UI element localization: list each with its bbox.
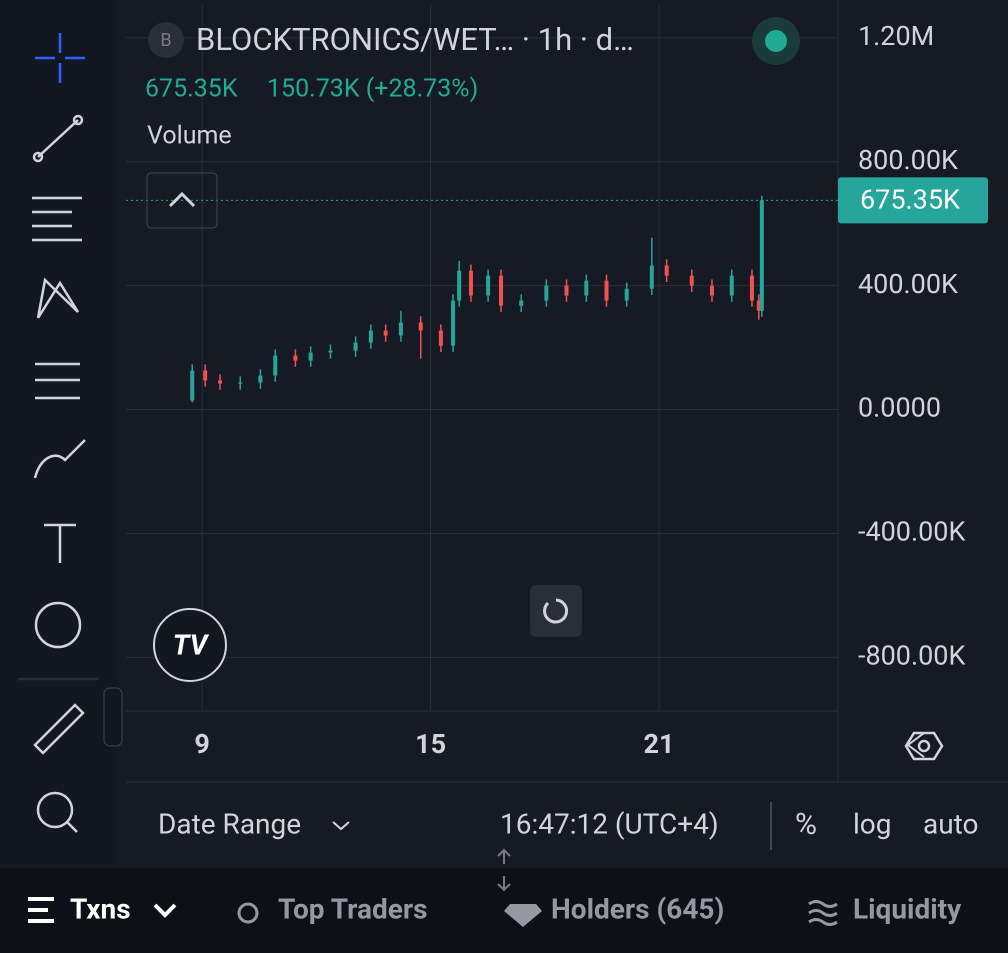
candle-body [709,285,714,296]
emoji-tool[interactable] [34,601,82,649]
candle-body [468,270,473,296]
clock: 16:47:12 (UTC+4) [500,807,719,840]
auto-toggle[interactable]: auto [923,807,979,840]
y-tick-label: -400.00K [858,516,965,548]
logo[interactable] [153,608,227,682]
svg-text:TV: TV [173,628,210,661]
candle-body [368,330,373,343]
x-tick-label: 21 [644,728,675,760]
candle-body [604,280,609,301]
candle-body [544,285,549,301]
candle-body [649,265,654,289]
y-tick-label: -800.00K [858,639,965,671]
legend-change: 150.73K (+28.73%) [267,75,478,104]
candle-body [258,375,263,383]
fib-tool[interactable] [32,196,82,242]
measure-tool[interactable] [35,362,80,400]
candle-body [398,322,403,336]
log-toggle[interactable]: log [853,807,892,840]
tab[interactable]: Liquidity [853,892,962,925]
collapse-button[interactable] [146,172,218,229]
reset-button[interactable] [530,585,582,637]
candle-body [584,280,589,296]
legend-last: 675.35K [145,75,238,104]
x-tick-label: 15 [415,728,446,760]
percent-toggle[interactable]: % [795,807,817,842]
candle-body [438,330,443,346]
brush-tool[interactable] [33,439,86,479]
candle-body [759,200,764,311]
ruler-tool[interactable] [33,703,85,755]
settings-button[interactable] [904,731,944,761]
candle-body [664,265,669,276]
symbol[interactable]: BLOCKTRONICS/WET… · 1h · d… [196,21,634,58]
y-tick-label: 800.00K [858,144,958,176]
toolbar-toggle[interactable] [103,687,123,747]
tab[interactable]: Holders (645) [551,892,724,925]
candle-body [353,342,358,351]
candle-body [451,300,456,346]
candle-body [328,350,333,353]
tab[interactable]: Top Traders [278,892,428,925]
last-price-tag [838,177,988,224]
candle-body [624,288,629,301]
candle-body [203,370,208,381]
last-price-label: 675.35K [860,183,960,215]
tool-icons [18,33,98,833]
candle-body [238,382,243,384]
candle-body [499,275,504,306]
chart-panel [126,0,1008,865]
candle-body [756,300,761,311]
candle-body [218,380,223,384]
date-range[interactable]: Date Range [158,807,301,840]
text-tool[interactable] [44,523,76,563]
toolbar [0,0,117,865]
zoom-tool[interactable] [36,791,74,829]
pattern-tool[interactable] [36,277,80,319]
study-label: Volume [147,122,232,151]
candle-body [457,270,462,301]
candle-body [293,355,298,361]
candle-body [190,370,195,401]
y-tick-label: 400.00K [858,268,958,300]
candle-body [564,285,569,296]
candle-body [729,275,734,296]
badge-bg [148,22,184,58]
x-tick-label: 9 [194,728,210,760]
line-tool[interactable] [37,119,79,158]
candle-body [383,330,388,336]
tab[interactable]: Txns [70,892,131,925]
candle-body [749,275,754,301]
candle-body [689,275,694,286]
y-tick-label: 0.0000 [858,392,941,424]
candle-body [418,322,423,331]
y-tick-label: 1.20M [858,20,934,52]
candle-body [273,355,278,376]
crosshair-tool[interactable] [35,33,85,83]
candle-body [519,300,524,306]
badge: B [160,30,171,51]
status-dot [765,30,787,52]
candle-body [486,275,491,296]
candle-body [308,352,313,361]
